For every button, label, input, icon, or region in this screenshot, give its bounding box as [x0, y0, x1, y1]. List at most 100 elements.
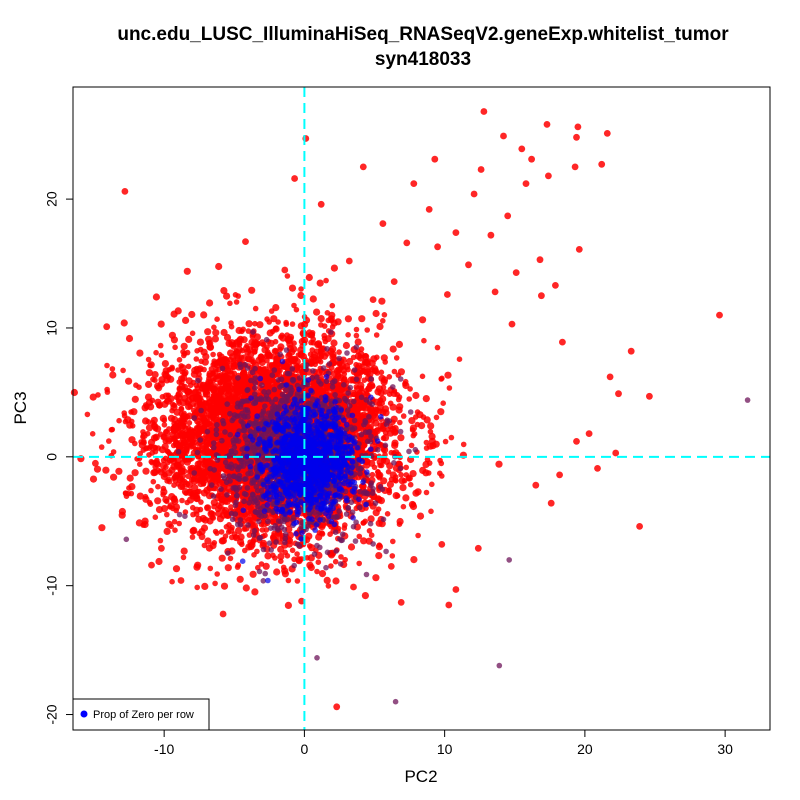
- scatter-point-red: [222, 507, 230, 515]
- scatter-point-red: [171, 475, 177, 482]
- scatter-point-red: [400, 503, 407, 510]
- scatter-point-red: [148, 458, 155, 465]
- scatter-point-red: [207, 402, 214, 409]
- scatter-point-red: [251, 552, 257, 558]
- scatter-point-red: [416, 512, 425, 520]
- scatter-point-red: [288, 348, 296, 356]
- scatter-point-red: [125, 334, 134, 343]
- scatter-point-red: [382, 359, 389, 365]
- scatter-point-red: [356, 560, 363, 567]
- scatter-point-red: [420, 414, 427, 420]
- scatter-point-red: [185, 335, 193, 343]
- scatter-point-red: [204, 419, 210, 425]
- scatter-point-red: [203, 390, 211, 398]
- scatter-point-red: [389, 403, 397, 411]
- scatter-point-red: [427, 422, 435, 430]
- scatter-point-red: [295, 352, 302, 358]
- scatter-point-red: [412, 391, 420, 400]
- scatter-point-red: [388, 449, 395, 456]
- scatter-point-red: [304, 555, 311, 561]
- scatter-point-red: [317, 315, 325, 323]
- scatter-point-red: [249, 570, 257, 578]
- scatter-point-red: [432, 440, 440, 448]
- scatter-point-red: [361, 592, 369, 600]
- scatter-point-red: [212, 528, 219, 535]
- scatter-point-red: [316, 279, 324, 287]
- scatter-point-red: [256, 366, 264, 374]
- scatter-point-red: [377, 408, 383, 414]
- scatter-point-red: [332, 558, 339, 565]
- scatter-point-red: [382, 389, 389, 395]
- scatter-point-red: [372, 414, 380, 422]
- scatter-point-red: [167, 375, 175, 383]
- scatter-point-red: [368, 406, 376, 414]
- scatter-point-red: [165, 469, 173, 477]
- scatter-point-red: [165, 392, 172, 399]
- scatter-point-red: [285, 336, 292, 343]
- scatter-point-red: [341, 525, 348, 531]
- scatter-point-red: [157, 468, 165, 476]
- scatter-point-red: [145, 369, 153, 377]
- scatter-point-red: [291, 340, 297, 347]
- scatter-point-red: [201, 516, 209, 524]
- scatter-point-red: [391, 368, 398, 375]
- scatter-point-red: [197, 346, 204, 353]
- scatter-point-red: [176, 385, 183, 392]
- scatter-point-red: [104, 362, 110, 369]
- scatter-point-red: [208, 366, 215, 372]
- scatter-point-red: [369, 471, 376, 478]
- scatter-point-red: [364, 327, 371, 333]
- scatter-point-red: [409, 470, 417, 478]
- scatter-point-red: [376, 458, 384, 466]
- scatter-point-red: [386, 480, 394, 488]
- scatter-point-red: [211, 383, 219, 391]
- scatter-point-red: [152, 448, 159, 455]
- scatter-point-red: [155, 483, 161, 490]
- scatter-point-red: [182, 316, 190, 324]
- scatter-point-red: [183, 446, 189, 452]
- scatter-point-red: [197, 398, 206, 406]
- chart-subtitle: syn418033: [375, 49, 471, 70]
- scatter-point-red: [289, 547, 296, 554]
- scatter-point-red: [260, 341, 267, 348]
- scatter-point-red: [212, 329, 220, 337]
- scatter-point-red: [350, 354, 357, 361]
- scatter-point-red: [185, 363, 192, 370]
- scatter-point-red: [142, 493, 149, 500]
- scatter-point-red: [219, 376, 228, 384]
- scatter-point-red: [151, 371, 159, 379]
- scatter-point-red: [272, 338, 279, 345]
- scatter-point-red: [271, 530, 277, 537]
- scatter-point-red: [198, 358, 204, 365]
- scatter-point-red: [386, 487, 392, 494]
- scatter-point-red: [419, 316, 427, 324]
- scatter-point-red: [170, 401, 176, 408]
- scatter-point-red: [252, 305, 259, 312]
- scatter-point-red: [390, 538, 396, 545]
- scatter-point-red: [120, 367, 126, 374]
- scatter-point-red: [163, 498, 170, 505]
- scatter-point-red: [187, 442, 195, 450]
- scatter-point-red: [309, 295, 317, 303]
- scatter-point-red: [178, 422, 187, 430]
- scatter-point-red: [157, 320, 165, 328]
- scatter-point-red: [418, 422, 426, 430]
- scatter-point-red: [202, 353, 210, 361]
- scatter-point-red: [295, 363, 302, 370]
- scatter-point-red: [356, 533, 363, 540]
- scatter-point-red: [425, 470, 432, 476]
- scatter-point-red: [259, 527, 266, 533]
- scatter-point-red: [244, 514, 252, 522]
- scatter-point-red: [386, 374, 393, 380]
- scatter-point-red: [211, 503, 217, 510]
- scatter-point-red: [179, 379, 185, 385]
- scatter-point-red: [89, 431, 96, 437]
- scatter-point-red: [115, 467, 123, 475]
- scatter-point-red: [270, 315, 278, 323]
- scatter-point-red: [371, 464, 378, 471]
- scatter-point-red: [392, 429, 399, 435]
- scatter-point-red: [155, 557, 163, 566]
- scatter-point-red: [336, 349, 342, 355]
- scatter-point-red: [375, 519, 383, 527]
- scatter-point-red: [136, 349, 144, 357]
